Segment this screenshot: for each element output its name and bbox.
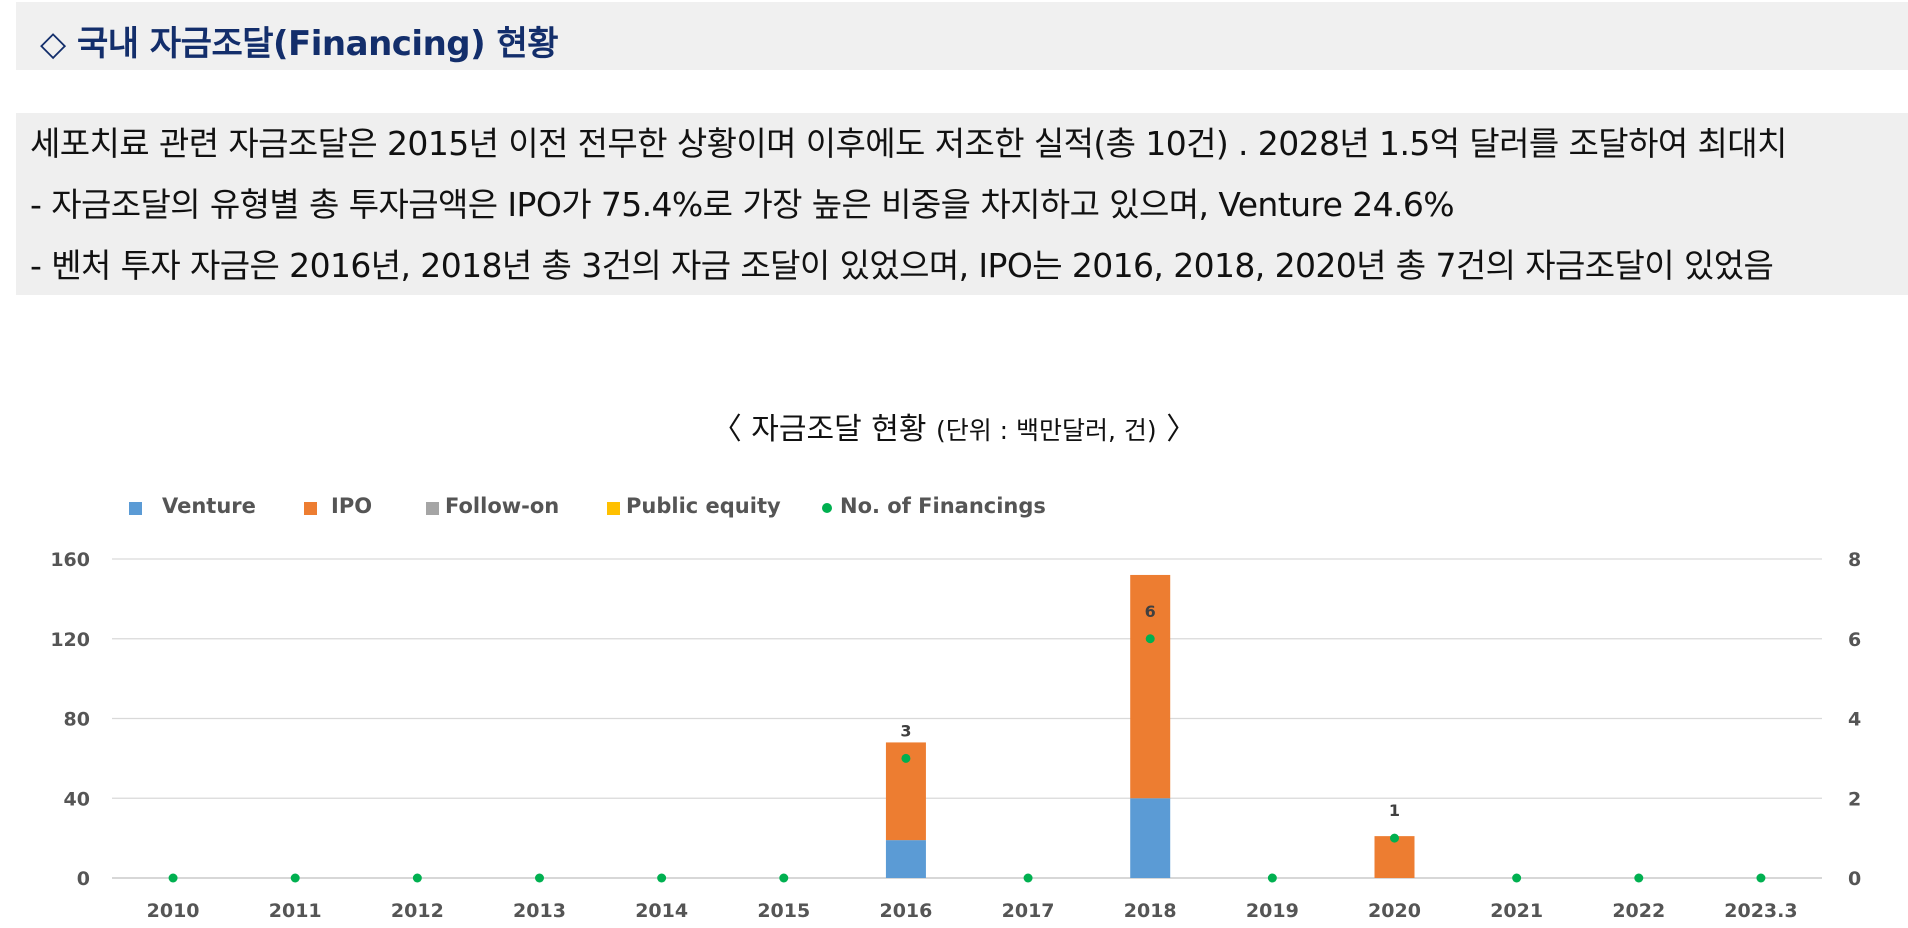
- summary-line-1: 세포치료 관련 자금조달은 2015년 이전 전무한 상황이며 이후에도 저조한…: [30, 124, 1787, 163]
- y2-tick-label: 6: [1848, 629, 1861, 651]
- x-tick-label: 2020: [1368, 900, 1421, 922]
- y-tick-label: 120: [50, 629, 90, 651]
- legend-venture-swatch: [129, 502, 142, 515]
- summary-box: 세포치료 관련 자금조달은 2015년 이전 전무한 상황이며 이후에도 저조한…: [16, 113, 1908, 295]
- chart-title-close: 〉: [1156, 412, 1197, 447]
- legend-ipo-label: IPO: [331, 494, 373, 518]
- data-label: 6: [1145, 602, 1156, 621]
- financing-count-point: [901, 753, 911, 763]
- x-tick-label: 2023.3: [1724, 900, 1797, 922]
- y-tick-label: 80: [64, 709, 90, 731]
- financing-count-point: [168, 873, 178, 883]
- x-tick-label: 2010: [147, 900, 200, 922]
- financing-count-point: [779, 873, 789, 883]
- financing-count-point: [1145, 634, 1155, 644]
- x-tick-label: 2012: [391, 900, 444, 922]
- chart-title-unit: (단위 : 백만달러, 건): [935, 416, 1157, 445]
- x-tick-label: 2017: [1002, 900, 1055, 922]
- y-tick-label: 160: [50, 549, 90, 571]
- chart-title-main: 〈 자금조달 현황: [711, 412, 936, 447]
- chart-title: 〈 자금조달 현황 (단위 : 백만달러, 건) 〉: [0, 404, 1908, 448]
- legend-count-marker: [822, 503, 832, 513]
- financing-count-point: [1390, 833, 1399, 843]
- legend-public-label: Public equity: [626, 494, 781, 518]
- y2-tick-label: 0: [1848, 868, 1861, 890]
- page-title: ◇ 국내 자금조달(Financing) 현황: [40, 24, 559, 64]
- financing-count-point: [1634, 873, 1644, 883]
- x-tick-label: 2016: [879, 900, 932, 922]
- y2-tick-label: 4: [1848, 709, 1861, 731]
- bar-venture: [1130, 798, 1171, 878]
- financing-count-point: [290, 873, 300, 883]
- legend-public-swatch: [607, 502, 620, 515]
- x-tick-label: 2019: [1246, 900, 1299, 922]
- x-tick-label: 2013: [513, 900, 566, 922]
- bar-ipo: [1374, 836, 1415, 878]
- summary-line-2: - 자금조달의 유형별 총 투자금액은 IPO가 75.4%로 가장 높은 비중…: [30, 185, 1455, 224]
- title-bar: ◇ 국내 자금조달(Financing) 현황: [16, 2, 1908, 70]
- y-tick-label: 0: [77, 868, 90, 890]
- x-tick-label: 2011: [269, 900, 322, 922]
- x-tick-label: 2021: [1490, 900, 1543, 922]
- y-tick-label: 40: [64, 788, 90, 810]
- financing-count-point: [1267, 873, 1277, 883]
- legend-followon-label: Follow-on: [445, 494, 560, 518]
- legend-venture-label: Venture: [162, 494, 256, 518]
- summary-line-3: - 벤처 투자 자금은 2016년, 2018년 총 3건의 자금 조달이 있었…: [30, 246, 1774, 285]
- y2-tick-label: 2: [1848, 788, 1861, 810]
- financing-count-point: [657, 873, 667, 883]
- financing-count-point: [1512, 873, 1522, 883]
- legend-followon-swatch: [426, 502, 439, 515]
- x-tick-label: 2018: [1124, 900, 1177, 922]
- financing-count-point: [1756, 873, 1766, 883]
- financing-chart: 0 40 80 120 160 0 2 4 6 8 2010 2011 2012 2013 2014 2015…: [50, 549, 1861, 922]
- data-label: 1: [1389, 801, 1400, 820]
- bar-ipo: [1130, 574, 1171, 799]
- financing-count-point: [535, 873, 544, 883]
- bar-venture: [885, 840, 926, 878]
- legend-count-label: No. of Financings: [840, 494, 1046, 518]
- x-tick-label: 2022: [1612, 900, 1665, 922]
- x-tick-label: 2015: [757, 900, 810, 922]
- x-tick-label: 2014: [635, 900, 688, 922]
- y2-tick-label: 8: [1848, 549, 1861, 571]
- legend-ipo-swatch: [304, 502, 317, 515]
- data-label: 3: [900, 721, 911, 740]
- financing-count-point: [1023, 873, 1033, 883]
- financing-count-point: [412, 873, 422, 883]
